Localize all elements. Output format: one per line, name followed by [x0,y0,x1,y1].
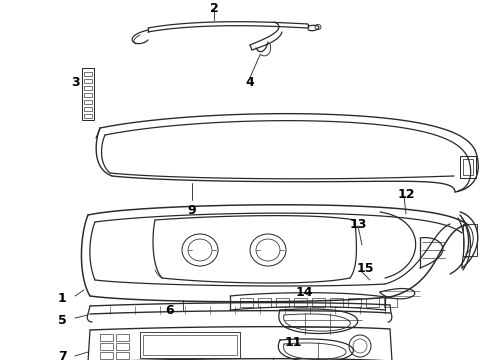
Text: 15: 15 [356,261,374,274]
Bar [116,343,129,350]
Bar [366,298,379,307]
Bar [116,334,129,341]
Bar [84,93,92,97]
Bar [330,298,343,307]
Bar [384,298,397,307]
Bar [463,159,473,175]
Bar [84,107,92,111]
Text: 1: 1 [58,292,66,305]
Ellipse shape [349,335,371,357]
Text: 4: 4 [245,76,254,89]
Bar [460,156,476,178]
Bar [82,68,94,120]
Bar [140,332,240,358]
Text: 6: 6 [166,303,174,316]
Text: 14: 14 [295,285,313,298]
Text: 3: 3 [71,76,79,89]
Ellipse shape [464,233,468,238]
Text: 11: 11 [284,336,302,348]
Bar [100,352,113,359]
Bar [312,298,325,307]
Text: 12: 12 [397,188,415,201]
Text: 13: 13 [349,217,367,230]
Bar [84,100,92,104]
Ellipse shape [464,252,468,257]
Bar [100,343,113,350]
Bar [84,79,92,83]
Bar [348,298,361,307]
Ellipse shape [250,234,286,266]
Bar [240,298,253,307]
Ellipse shape [188,239,212,261]
Bar [258,298,271,307]
Text: 9: 9 [188,203,196,216]
Ellipse shape [315,24,321,30]
Bar [84,86,92,90]
Bar [84,114,92,118]
Bar [463,224,477,256]
Bar [116,352,129,359]
Text: 2: 2 [210,1,219,14]
Bar [276,298,289,307]
Bar [294,298,307,307]
Ellipse shape [182,234,218,266]
Text: 7: 7 [58,350,66,360]
Bar [143,335,237,355]
Ellipse shape [256,239,280,261]
Bar [84,72,92,76]
Ellipse shape [353,339,367,353]
Text: 5: 5 [58,314,66,327]
Bar [100,334,113,341]
